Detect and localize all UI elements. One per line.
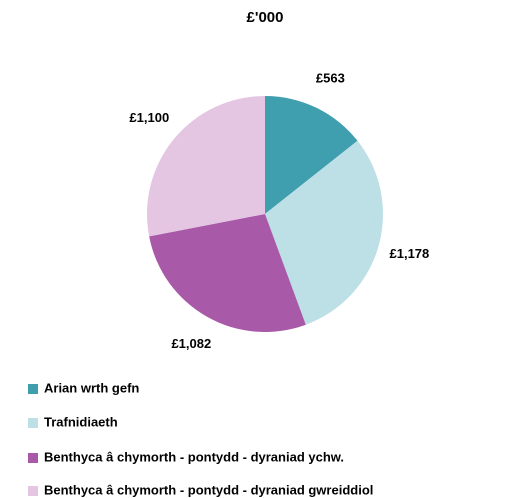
legend-label: Trafnidiaeth	[44, 414, 118, 429]
pie-slice	[147, 96, 265, 237]
legend-swatch	[28, 486, 38, 496]
data-label: £563	[316, 70, 345, 85]
pie-slice	[265, 140, 384, 325]
legend-label: Benthyca â chymorth - pontydd - dyraniad…	[44, 482, 373, 497]
pie-slice	[265, 96, 358, 214]
data-label: £1,178	[390, 246, 430, 261]
pie-slice	[149, 214, 306, 332]
legend-swatch	[28, 418, 38, 428]
legend-label: Benthyca â chymorth - pontydd - dyraniad…	[44, 449, 344, 464]
legend-swatch	[28, 453, 38, 463]
data-label: £1,082	[171, 336, 211, 351]
chart-title: £'000	[247, 9, 284, 26]
legend-label: Arian wrth gefn	[44, 380, 139, 395]
data-label: £1,100	[129, 110, 169, 125]
legend-swatch	[28, 384, 38, 394]
